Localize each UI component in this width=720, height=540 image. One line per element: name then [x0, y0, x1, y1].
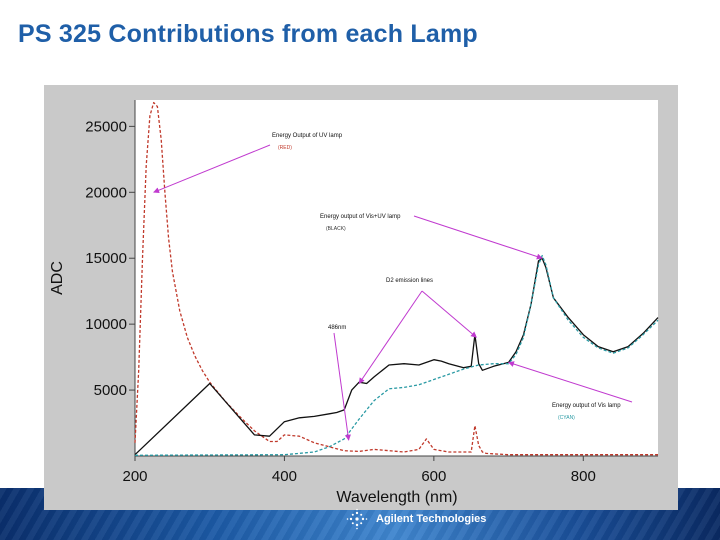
annotation-visuv_lamp-sub: (BLACK) [326, 226, 346, 232]
y-tick-label: 20000 [85, 184, 127, 201]
annotation-arrow-uv_lamp [153, 144, 271, 194]
y-tick-label: 15000 [85, 250, 127, 267]
x-tick-label: 200 [122, 468, 147, 485]
annotation-arrow-d2_lines [358, 290, 423, 384]
annotation-uv_lamp-sub: (RED) [278, 145, 292, 151]
annotation-vis_lamp: Energy output of Vis lamp [552, 403, 621, 409]
slide-title: PS 325 Contributions from each Lamp [18, 20, 478, 48]
annotation-arrow-vis_lamp [508, 361, 633, 403]
agilent-logo: Agilent Technologies [346, 508, 486, 530]
plot-area [135, 100, 658, 456]
series-line-uv [134, 101, 658, 456]
annotation-d2_lines: D2 emission lines [386, 278, 433, 284]
x-tick-label: 800 [571, 468, 596, 485]
annotation-visuv_lamp: Energy output of Vis+UV lamp [320, 214, 401, 220]
y-tick-label: 25000 [85, 118, 127, 135]
x-tick-label: 400 [272, 468, 297, 485]
series-line-vis_uv [134, 257, 659, 456]
annotation-arrow-d2_lines-2 [421, 290, 477, 338]
x-axis-label: Wavelength (nm) [336, 489, 457, 506]
agilent-logo-text: Agilent Technologies [376, 513, 487, 525]
annotation-vis_lamp-sub: (CYAN) [558, 415, 575, 421]
chart: 5000 10000 15000 20000 25000 200 400 600 800 Ene… [44, 85, 678, 510]
series-line-vis [134, 254, 659, 456]
y-tick-label: 5000 [94, 382, 127, 399]
agilent-spark-icon [346, 508, 368, 530]
annotation-arrow-visuv_lamp [413, 215, 543, 260]
annotation-arrow-mark_486 [333, 332, 351, 441]
annotation-mark_486: 486nm [328, 325, 346, 331]
annotation-uv_lamp: Energy Output of UV lamp [272, 133, 343, 139]
x-tick-label: 600 [421, 468, 446, 485]
y-tick-label: 10000 [85, 316, 127, 333]
y-axis-label: ADC [49, 261, 66, 295]
